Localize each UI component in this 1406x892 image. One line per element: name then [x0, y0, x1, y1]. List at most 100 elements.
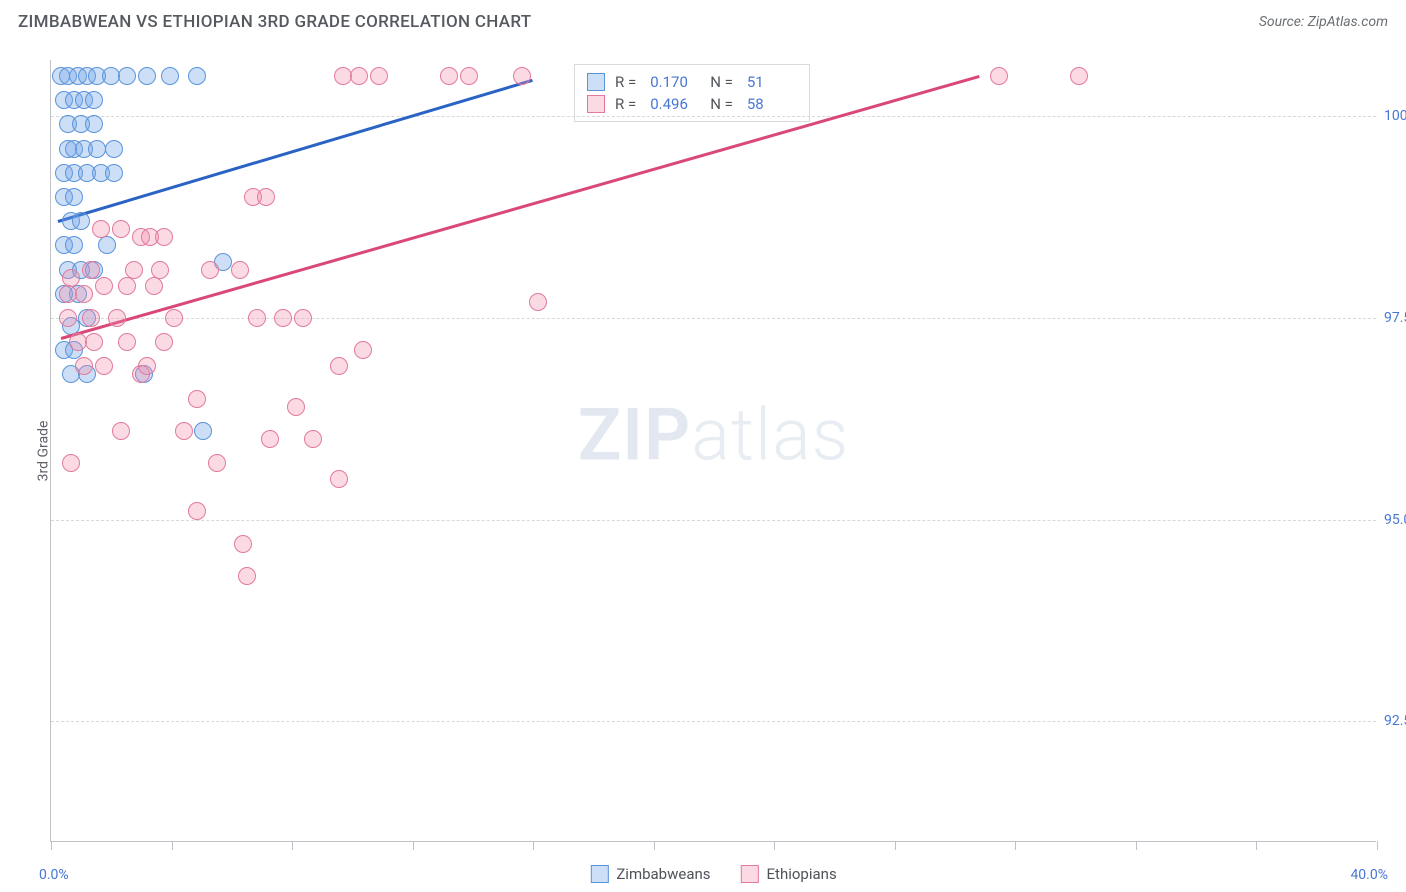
data-point-ethiopians: [85, 333, 103, 351]
x-tick: [895, 841, 896, 850]
watermark: ZIPatlas: [578, 392, 850, 477]
watermark-rest: atlas: [691, 392, 849, 477]
data-point-ethiopians: [257, 188, 275, 206]
data-point-zimbabweans: [105, 164, 123, 182]
data-point-ethiopians: [294, 309, 312, 327]
data-point-zimbabweans: [138, 67, 156, 85]
data-point-ethiopians: [118, 333, 136, 351]
data-point-zimbabweans: [85, 115, 103, 133]
data-point-ethiopians: [69, 333, 87, 351]
r-label: R =: [615, 73, 636, 91]
data-point-ethiopians: [330, 357, 348, 375]
watermark-bold: ZIP: [578, 392, 691, 477]
data-point-ethiopians: [59, 285, 77, 303]
data-point-ethiopians: [287, 398, 305, 416]
data-point-ethiopians: [460, 67, 478, 85]
data-point-zimbabweans: [98, 236, 116, 254]
data-point-ethiopians: [334, 67, 352, 85]
data-point-ethiopians: [201, 261, 219, 279]
data-point-ethiopians: [440, 67, 458, 85]
data-point-zimbabweans: [88, 140, 106, 158]
data-point-ethiopians: [1070, 67, 1088, 85]
stats-row-zimbabweans: R = 0.170 N = 51: [587, 71, 797, 93]
x-tick: [413, 841, 414, 850]
x-tick: [1377, 841, 1378, 850]
data-point-ethiopians: [112, 220, 130, 238]
data-point-ethiopians: [248, 309, 266, 327]
n-value: 51: [747, 73, 797, 91]
data-point-zimbabweans: [105, 140, 123, 158]
data-point-ethiopians: [82, 261, 100, 279]
data-point-ethiopians: [350, 67, 368, 85]
data-point-ethiopians: [108, 309, 126, 327]
data-point-zimbabweans: [72, 212, 90, 230]
x-tick: [774, 841, 775, 850]
gridline-h: [51, 520, 1376, 521]
data-point-ethiopians: [304, 430, 322, 448]
legend-swatch: [741, 865, 759, 883]
x-tick: [1256, 841, 1257, 850]
data-point-ethiopians: [370, 67, 388, 85]
data-point-ethiopians: [513, 67, 531, 85]
data-point-ethiopians: [62, 269, 80, 287]
data-point-ethiopians: [231, 261, 249, 279]
legend-label: Zimbabweans: [616, 865, 710, 883]
data-point-ethiopians: [138, 357, 156, 375]
r-label: R =: [615, 95, 636, 113]
data-point-ethiopians: [165, 309, 183, 327]
swatch-ethiopians: [587, 95, 605, 113]
data-point-ethiopians: [175, 422, 193, 440]
legend-item: Zimbabweans: [590, 865, 710, 883]
gridline-h: [51, 721, 1376, 722]
n-value: 58: [747, 95, 797, 113]
data-point-ethiopians: [238, 567, 256, 585]
data-point-ethiopians: [529, 293, 547, 311]
data-point-ethiopians: [188, 502, 206, 520]
n-label: N =: [710, 73, 733, 91]
x-tick: [654, 841, 655, 850]
y-tick-label: 92.5%: [1384, 713, 1406, 729]
series-legend: ZimbabweansEthiopians: [590, 865, 836, 883]
page-header: ZIMBABWEAN VS ETHIOPIAN 3RD GRADE CORREL…: [0, 0, 1406, 40]
x-tick: [292, 841, 293, 850]
data-point-ethiopians: [75, 357, 93, 375]
data-point-ethiopians: [155, 228, 173, 246]
data-point-zimbabweans: [65, 236, 83, 254]
x-tick: [172, 841, 173, 850]
data-point-zimbabweans: [118, 67, 136, 85]
data-point-zimbabweans: [102, 67, 120, 85]
r-value: 0.170: [650, 73, 700, 91]
chart-container: 3rd Grade ZIPatlas 0.0% 40.0% R =0.170N …: [0, 44, 1406, 892]
y-tick-label: 97.5%: [1384, 310, 1406, 326]
data-point-zimbabweans: [85, 91, 103, 109]
r-value: 0.496: [650, 95, 700, 113]
y-tick-label: 100.0%: [1384, 108, 1406, 124]
data-point-ethiopians: [188, 390, 206, 408]
data-point-ethiopians: [155, 333, 173, 351]
x-tick: [533, 841, 534, 850]
data-point-ethiopians: [59, 309, 77, 327]
data-point-ethiopians: [354, 341, 372, 359]
x-tick: [1015, 841, 1016, 850]
data-point-ethiopians: [274, 309, 292, 327]
gridline-h: [51, 116, 1376, 117]
data-point-zimbabweans: [194, 422, 212, 440]
stats-legend: R = 0.170 N = 51 R = 0.496 N = 58: [574, 64, 810, 122]
data-point-ethiopians: [234, 535, 252, 553]
data-point-ethiopians: [112, 422, 130, 440]
data-point-ethiopians: [118, 277, 136, 295]
chart-source: Source: ZipAtlas.com: [1259, 14, 1388, 30]
data-point-ethiopians: [62, 454, 80, 472]
y-tick-label: 95.0%: [1384, 512, 1406, 528]
x-tick: [51, 841, 52, 850]
stats-row-ethiopians: R = 0.496 N = 58: [587, 93, 797, 115]
data-point-ethiopians: [75, 285, 93, 303]
data-point-ethiopians: [145, 277, 163, 295]
swatch-zimbabweans: [587, 73, 605, 91]
data-point-zimbabweans: [65, 188, 83, 206]
trendline-zimbabweans: [57, 79, 532, 223]
n-label: N =: [710, 95, 733, 113]
data-point-ethiopians: [330, 470, 348, 488]
trendline-ethiopians: [61, 75, 980, 340]
data-point-zimbabweans: [161, 67, 179, 85]
